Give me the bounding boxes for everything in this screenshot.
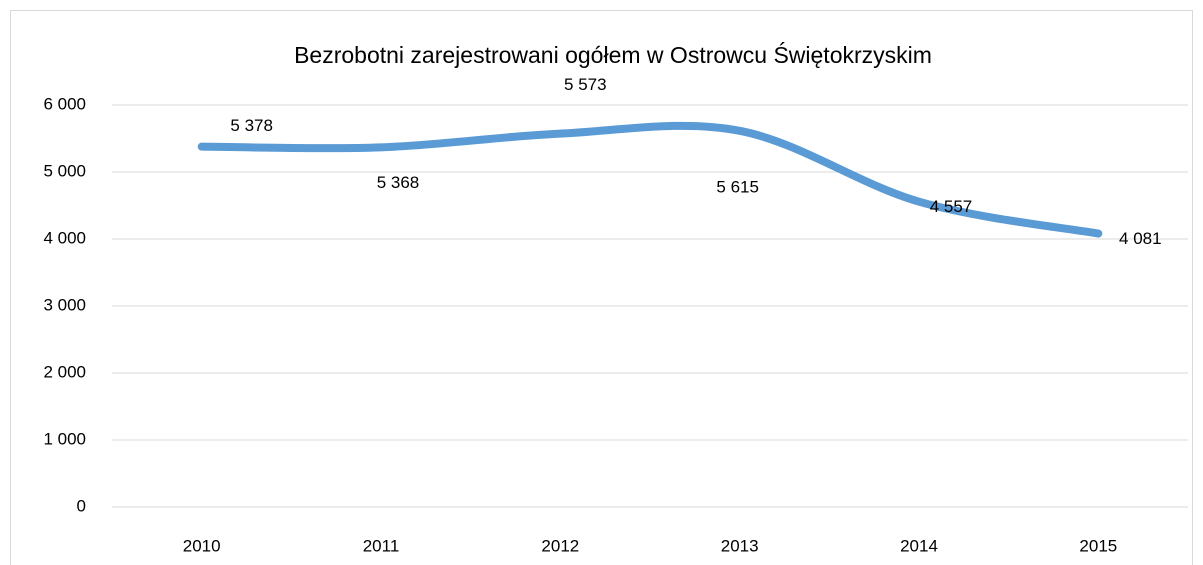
x-tick-label: 2014 bbox=[900, 536, 938, 555]
y-tick-label: 3 000 bbox=[43, 295, 86, 314]
chart-border bbox=[10, 10, 1193, 565]
chart-title: Bezrobotni zarejestrowani ogółem w Ostro… bbox=[294, 41, 932, 68]
y-tick-label: 2 000 bbox=[43, 362, 86, 381]
x-tick-label: 2010 bbox=[183, 536, 221, 555]
y-tick-label: 1 000 bbox=[43, 429, 86, 448]
x-tick-label: 2012 bbox=[541, 536, 579, 555]
x-tick-label: 2015 bbox=[1079, 536, 1117, 555]
data-label: 4 081 bbox=[1119, 229, 1162, 248]
y-tick-label: 4 000 bbox=[43, 228, 86, 247]
data-label: 5 378 bbox=[230, 116, 273, 135]
data-label: 5 615 bbox=[716, 177, 759, 196]
y-tick-label: 0 bbox=[77, 496, 86, 515]
data-label: 5 368 bbox=[377, 173, 420, 192]
data-line bbox=[197, 121, 1103, 238]
x-tick-label: 2011 bbox=[363, 536, 400, 555]
y-tick-label: 6 000 bbox=[43, 94, 86, 113]
data-label: 5 573 bbox=[564, 75, 607, 94]
data-label: 4 557 bbox=[930, 197, 973, 216]
y-tick-label: 5 000 bbox=[43, 161, 86, 180]
x-tick-label: 2013 bbox=[721, 536, 759, 555]
